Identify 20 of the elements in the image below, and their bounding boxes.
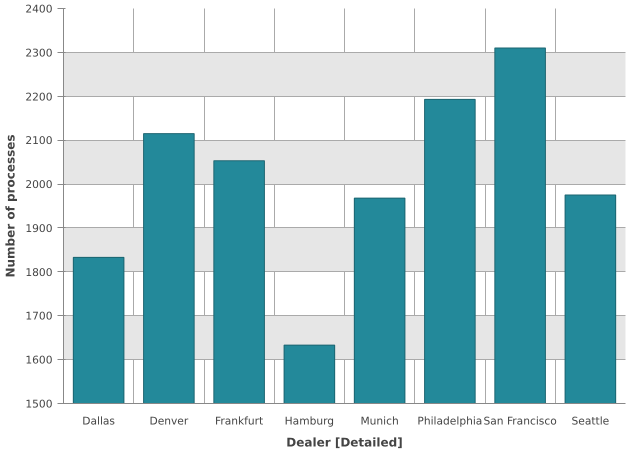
y-tick-label: 2400 [25, 2, 53, 16]
y-tick-label: 2200 [25, 90, 53, 104]
x-tick-label: Munich [360, 414, 399, 428]
y-tick-label: 1700 [25, 310, 53, 323]
y-tick-label: 1900 [25, 222, 53, 235]
y-tick-label: 1500 [25, 398, 53, 410]
y-axis-title: Number of processes [3, 134, 18, 278]
x-axis-title: Dealer [Detailed] [286, 436, 403, 450]
y-tick-label: 1600 [25, 354, 53, 367]
x-tick-label: Hamburg [284, 414, 334, 428]
y-tick-label: 1800 [25, 266, 53, 279]
y-tick-label: 2100 [25, 134, 53, 148]
y-tick-label: 2000 [25, 178, 53, 192]
x-tick-label: San Francisco [484, 414, 557, 428]
x-tick-label: Frankfurt [215, 414, 264, 428]
x-tick-label: Denver [149, 414, 189, 428]
x-tick-label: Seattle [572, 414, 610, 428]
x-tick-label: Philadelphia [417, 414, 482, 428]
x-tick-label: Dallas [82, 414, 116, 428]
y-tick-label: 2300 [25, 46, 53, 60]
